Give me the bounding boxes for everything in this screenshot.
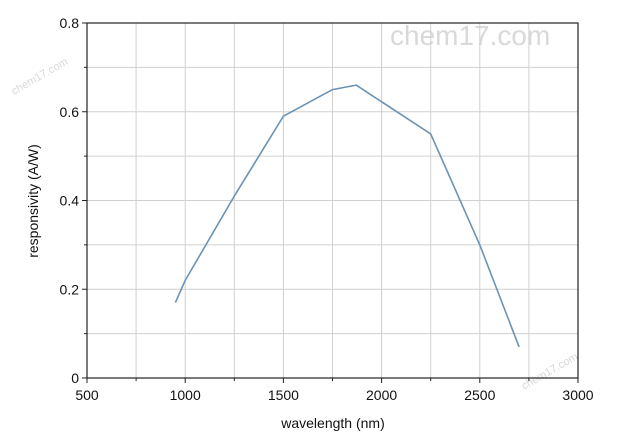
y-tick-label: 0.2 — [60, 281, 80, 297]
y-axis-label: responsivity (A/W) — [25, 144, 41, 258]
y-axis-ticks: 0 0.2 0.4 0.6 0.8 — [60, 15, 87, 386]
y-tick-label: 0.8 — [60, 15, 80, 31]
x-tick-label: 2500 — [464, 387, 495, 403]
watermark-main: chem17.com — [390, 20, 550, 51]
series-line — [174, 84, 520, 348]
x-tick-label: 1000 — [170, 387, 201, 403]
y-tick-label: 0 — [71, 370, 79, 386]
y-tick-label: 0.6 — [60, 104, 80, 120]
x-axis-ticks: 500 1000 1500 2000 2500 3000 — [75, 378, 594, 403]
x-tick-label: 3000 — [562, 387, 593, 403]
y-tick-label: 0.4 — [60, 193, 80, 209]
grid — [87, 23, 578, 378]
x-tick-label: 1500 — [268, 387, 299, 403]
plot-frame — [86, 22, 579, 379]
x-tick-label: 500 — [75, 387, 99, 403]
x-axis-label: wavelength (nm) — [280, 415, 385, 431]
x-tick-label: 2000 — [366, 387, 397, 403]
watermark-top-left: chem17.com — [10, 56, 71, 98]
